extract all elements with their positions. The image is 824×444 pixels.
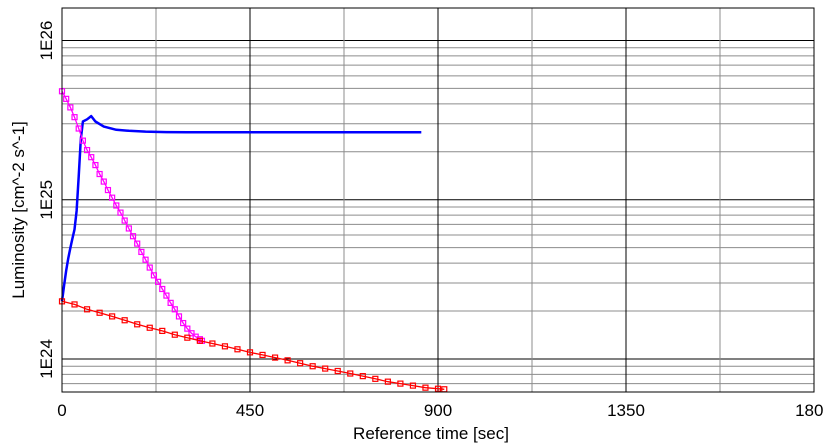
- x-axis-label: Reference time [sec]: [353, 424, 509, 443]
- series-2: [58, 298, 448, 393]
- data-point: [104, 186, 112, 194]
- series-layer: [58, 88, 448, 393]
- data-point: [100, 178, 107, 185]
- series-line: [61, 300, 445, 390]
- data-point: [88, 154, 95, 161]
- data-point: [159, 327, 166, 335]
- data-point: [167, 299, 174, 306]
- data-point: [117, 209, 124, 216]
- data-point: [196, 337, 203, 344]
- data-point: [234, 346, 241, 353]
- data-point: [259, 351, 266, 359]
- data-point: [188, 330, 195, 337]
- data-point: [109, 313, 116, 320]
- data-point: [221, 343, 229, 350]
- data-point: [134, 240, 141, 247]
- y-axis-label: Luminosity [cm^-2 s^-1]: [9, 121, 28, 299]
- y-tick-label: 1E25: [37, 180, 56, 220]
- data-point: [83, 146, 91, 154]
- data-point: [71, 114, 78, 121]
- data-point: [434, 385, 442, 392]
- data-point: [180, 319, 187, 327]
- data-point: [150, 272, 158, 279]
- x-tick-label: 450: [236, 401, 264, 420]
- data-point: [422, 384, 429, 391]
- data-point: [184, 325, 191, 332]
- y-tick-labels: 1E24 1E25 1E26: [37, 21, 56, 379]
- data-point: [309, 363, 316, 370]
- series-line: [60, 114, 422, 302]
- data-point: [75, 125, 82, 132]
- data-point: [71, 301, 78, 308]
- data-point: [138, 248, 145, 256]
- data-point: [397, 380, 404, 387]
- data-point: [184, 334, 191, 341]
- x-tick-label: 900: [424, 401, 452, 420]
- data-point: [79, 137, 86, 144]
- data-point: [171, 331, 178, 338]
- data-point: [384, 378, 391, 385]
- data-point: [146, 264, 153, 271]
- data-point: [125, 225, 132, 232]
- data-point: [154, 278, 162, 285]
- data-point: [246, 349, 254, 356]
- data-point: [171, 306, 178, 313]
- data-point: [209, 340, 216, 347]
- data-point: [347, 370, 354, 377]
- y-tick-label: 1E24: [37, 339, 56, 379]
- series-1: [58, 88, 206, 344]
- data-point: [175, 313, 183, 320]
- data-point: [109, 194, 116, 201]
- data-point: [67, 104, 74, 111]
- data-point: [409, 382, 417, 389]
- data-point: [92, 161, 99, 169]
- data-point: [96, 309, 103, 316]
- plot-frame: [61, 7, 815, 393]
- data-point: [159, 285, 166, 293]
- data-point: [297, 360, 304, 367]
- series-0: [60, 114, 422, 302]
- data-point: [113, 202, 120, 209]
- data-point: [271, 354, 279, 361]
- data-point: [63, 95, 70, 102]
- data-point: [359, 373, 366, 380]
- data-point: [142, 256, 149, 263]
- data-point: [121, 217, 128, 224]
- data-point: [129, 233, 137, 240]
- y-tick-label: 1E26: [37, 21, 56, 61]
- data-point: [146, 324, 153, 331]
- x-tick-label: 1350: [607, 401, 645, 420]
- x-tick-label: 1800: [795, 401, 824, 420]
- data-point: [121, 317, 128, 324]
- data-point: [134, 321, 141, 328]
- data-point: [83, 306, 91, 313]
- x-tick-label: 0: [57, 401, 66, 420]
- data-point: [372, 375, 379, 382]
- data-point: [322, 365, 329, 372]
- data-point: [284, 357, 291, 364]
- data-point: [334, 367, 341, 375]
- data-point: [163, 292, 170, 299]
- data-point: [96, 170, 103, 178]
- x-tick-labels: 0 450 900 1350 1800: [57, 401, 824, 420]
